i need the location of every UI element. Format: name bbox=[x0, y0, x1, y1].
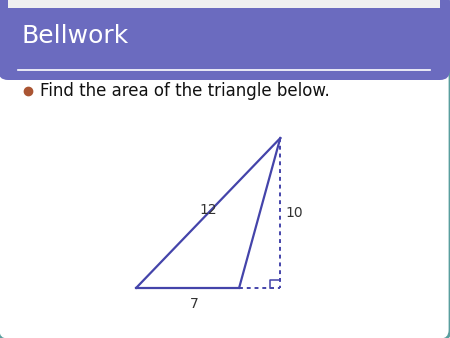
Text: 10: 10 bbox=[286, 206, 303, 220]
Bar bbox=[8, 36, 440, 70]
Text: Find the area of the triangle below.: Find the area of the triangle below. bbox=[40, 82, 330, 100]
Text: 7: 7 bbox=[189, 297, 198, 311]
Text: 12: 12 bbox=[199, 203, 217, 217]
Bar bbox=[8, 0, 440, 8]
FancyBboxPatch shape bbox=[0, 0, 450, 80]
Text: Bellwork: Bellwork bbox=[22, 24, 129, 48]
